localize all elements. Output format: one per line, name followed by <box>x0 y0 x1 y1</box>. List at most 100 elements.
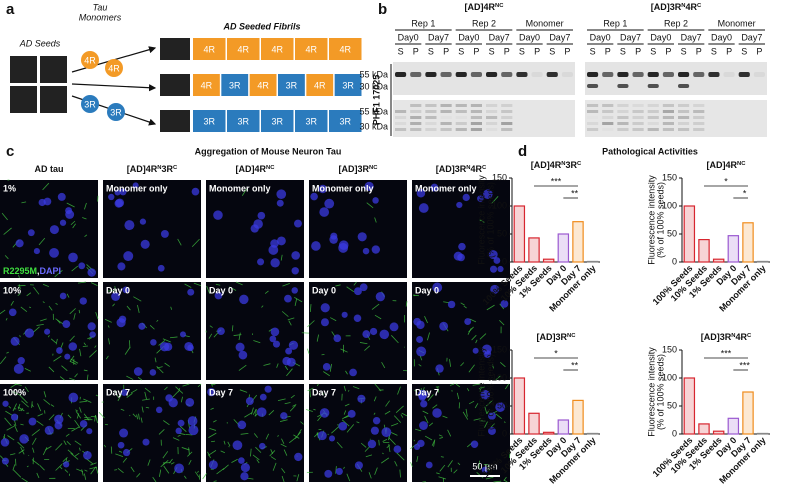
fiber <box>32 437 37 445</box>
nucleus <box>371 245 381 254</box>
bar <box>513 377 526 435</box>
nucleus <box>458 242 466 251</box>
fiber <box>14 420 17 427</box>
nucleus <box>357 232 367 242</box>
fibril-cell <box>221 74 249 96</box>
band <box>587 72 599 77</box>
fiber <box>280 254 283 261</box>
fraction-label: P <box>443 46 449 56</box>
fibril-cell-label: 4R <box>203 44 215 54</box>
nucleus <box>160 229 169 238</box>
monomer-label: 3R <box>110 107 122 117</box>
column-header: [AD]3RNC <box>339 164 379 174</box>
nucleus <box>0 438 10 447</box>
fiber <box>499 320 505 326</box>
blot-title-part: N <box>681 3 685 9</box>
band <box>632 72 644 77</box>
nucleus <box>310 192 318 201</box>
nucleus <box>493 257 501 264</box>
fiber <box>177 238 182 246</box>
nucleus <box>54 414 64 424</box>
nucleus <box>393 445 402 454</box>
nucleus <box>317 431 327 441</box>
smear <box>602 128 613 131</box>
fiber <box>382 452 384 455</box>
column-header-part: 4R <box>470 164 482 174</box>
fiber <box>265 433 270 440</box>
fiber <box>70 220 76 226</box>
nucleus <box>78 262 86 270</box>
chart-title: [AD]4RN3RC <box>531 160 582 170</box>
nucleus <box>372 416 381 425</box>
fiber <box>504 383 510 390</box>
fiber <box>71 265 79 272</box>
micrograph <box>202 383 304 483</box>
bar <box>683 205 696 263</box>
fiber <box>78 309 81 314</box>
fiber <box>10 383 17 388</box>
fiber <box>495 375 501 381</box>
fiber <box>67 414 72 419</box>
nucleus <box>122 286 130 294</box>
fiber <box>209 325 213 328</box>
fiber <box>132 413 137 418</box>
nucleus <box>347 409 356 418</box>
fiber <box>50 338 57 344</box>
fiber <box>32 326 40 333</box>
fiber <box>72 223 76 229</box>
fiber <box>187 451 193 457</box>
nucleus <box>416 336 424 343</box>
smear <box>455 104 467 107</box>
smear <box>470 110 482 113</box>
smear <box>425 128 437 131</box>
nucleus <box>19 434 29 444</box>
smear <box>617 110 629 113</box>
kda-marker: 55 kDa <box>359 69 388 79</box>
fibril-cell <box>193 74 220 96</box>
micrograph-bg <box>0 180 98 278</box>
fiber <box>65 433 70 437</box>
nucleus <box>259 442 266 450</box>
fiber <box>37 403 42 412</box>
fiber <box>104 318 112 323</box>
nucleus <box>359 283 368 292</box>
smear <box>632 110 644 113</box>
micrograph-bg <box>309 180 407 278</box>
smear <box>602 122 614 125</box>
fiber <box>79 407 82 413</box>
smear <box>587 110 599 113</box>
fiber <box>252 454 260 461</box>
fiber <box>64 469 69 473</box>
column-header-part: [AD]4R <box>127 164 158 174</box>
nucleus <box>447 300 456 309</box>
nucleus <box>177 419 185 427</box>
fiber <box>63 440 67 446</box>
fiber <box>31 459 40 466</box>
significance-label: ** <box>571 360 579 370</box>
smear <box>662 116 674 119</box>
y-axis-label: (% of 100% seeds) <box>655 182 665 258</box>
fiber <box>378 439 380 446</box>
band <box>455 72 467 77</box>
smear <box>617 128 629 131</box>
micrograph-bg <box>103 180 201 278</box>
fibrils-title: AD Seeded Fibrils <box>222 21 300 31</box>
blot-lower <box>585 100 767 137</box>
band <box>647 72 659 77</box>
fiber <box>142 398 150 401</box>
fiber <box>21 201 27 204</box>
fiber <box>364 345 371 351</box>
fiber <box>73 313 76 320</box>
fiber <box>141 406 144 413</box>
column-header-part: [AD]3R <box>436 164 467 174</box>
fiber <box>59 376 65 381</box>
fiber <box>43 391 47 398</box>
fiber <box>431 440 435 446</box>
fiber <box>197 470 199 474</box>
fiber <box>3 227 12 235</box>
fibril-cell <box>261 38 294 60</box>
nucleus <box>284 294 292 303</box>
nucleus <box>364 181 374 192</box>
fiber <box>508 452 511 459</box>
smear <box>647 104 659 107</box>
